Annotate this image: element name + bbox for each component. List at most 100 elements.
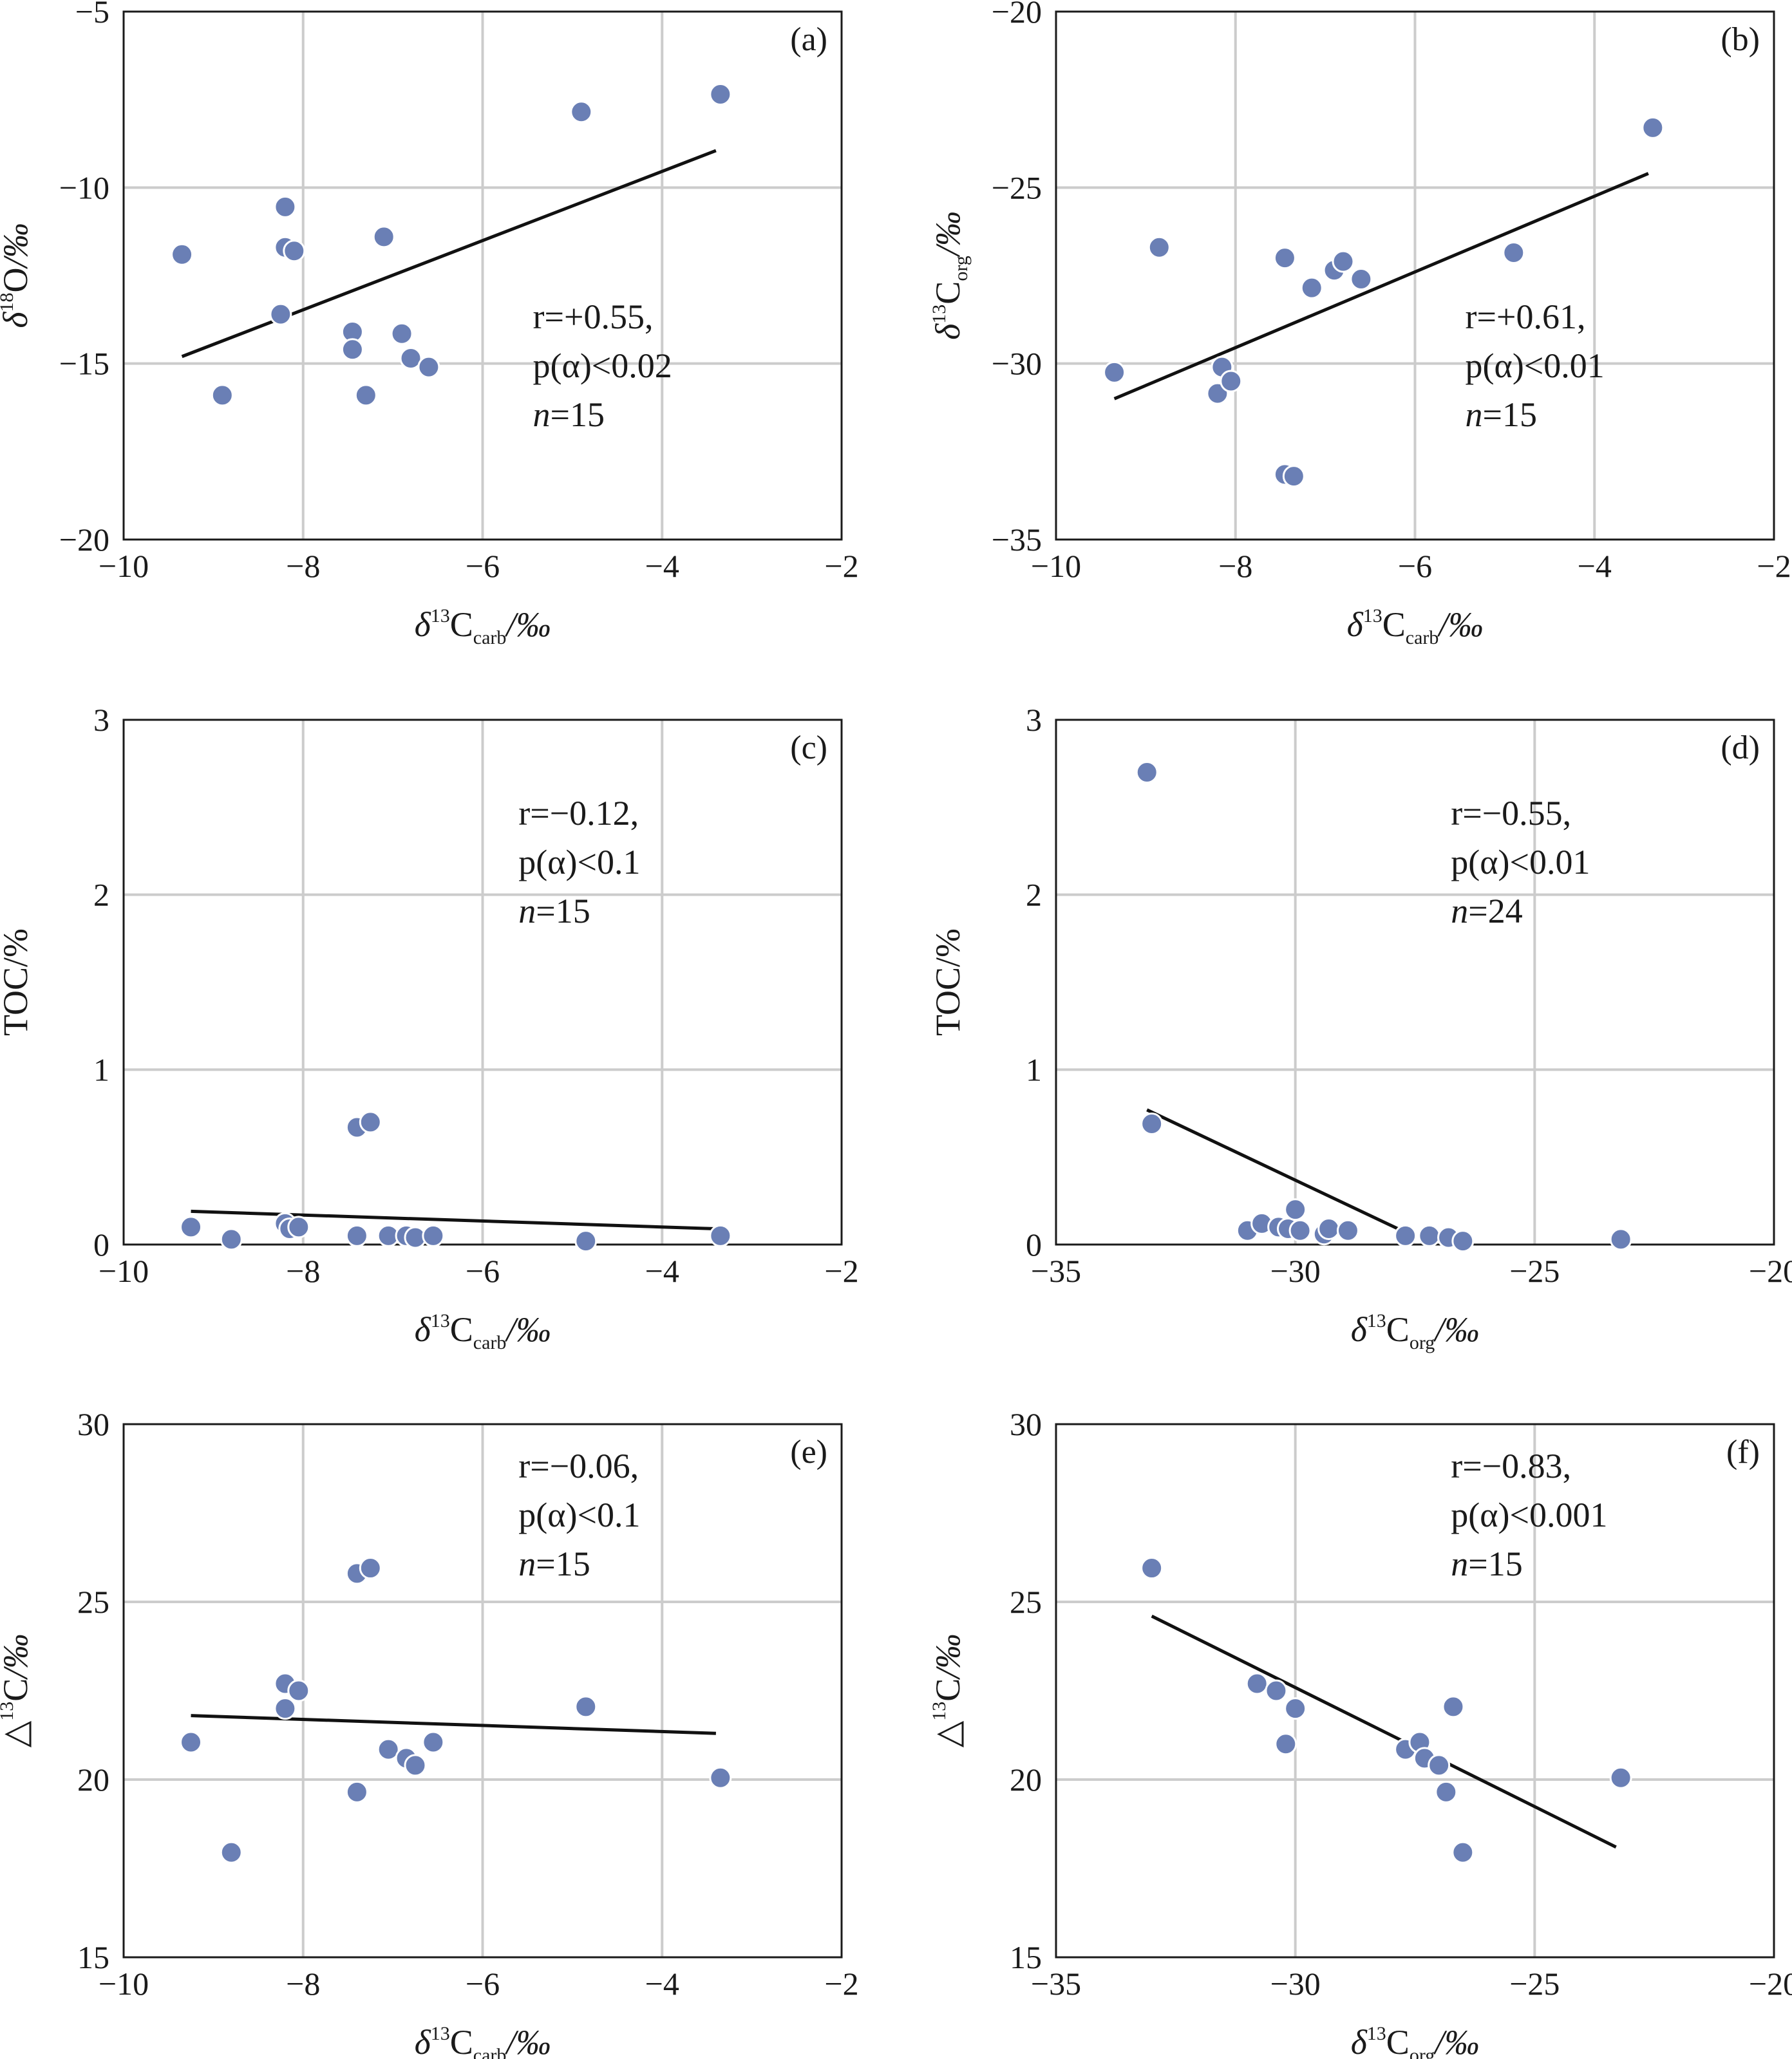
x-axis-label-post: /‰ [504, 2023, 551, 2059]
stats-annotation: r=+0.55, p(α)<0.02 n=15 [533, 297, 672, 434]
data-point [283, 240, 306, 263]
x-tick-label: −30 [1270, 1253, 1321, 1289]
y-axis-label-main: C [929, 1678, 967, 1702]
y-axis-label: δ18O/‰ [0, 223, 35, 328]
data-point [372, 225, 395, 249]
y-axis-label-sup: 13 [929, 1702, 950, 1721]
data-point [274, 1697, 297, 1720]
data-point [709, 1766, 732, 1789]
y-tick-label: 3 [93, 702, 109, 738]
y-axis-label: TOC/% [0, 928, 35, 1036]
x-tick-label: −2 [824, 1253, 858, 1289]
x-axis-label: δ13Ccarb/‰ [415, 605, 551, 648]
x-tick-label: −6 [466, 1966, 500, 2002]
x-tick-label: −2 [1757, 548, 1791, 584]
data-point [1502, 241, 1525, 264]
data-point [1284, 1697, 1307, 1720]
y-tick-label: 20 [77, 1762, 109, 1798]
y-axis-label-sup: 18 [0, 292, 17, 312]
data-point [220, 1841, 243, 1864]
stat-n-symbol: n [1451, 1545, 1468, 1583]
stat-n-value: =15 [551, 395, 605, 434]
trendline [181, 149, 717, 359]
data-point [180, 1731, 203, 1754]
x-tick-label: −2 [824, 548, 858, 584]
y-axis-label: △13C/‰ [0, 1634, 35, 1748]
y-axis-label-main: O [0, 267, 35, 292]
data-point [709, 82, 732, 106]
plot-frame [1055, 719, 1775, 1246]
data-point [570, 100, 593, 124]
x-axis-label-post: /‰ [504, 1310, 551, 1349]
stat-r: r=+0.61, [1466, 297, 1586, 336]
stat-n: n=15 [518, 892, 590, 930]
y-tick-label: −15 [59, 346, 109, 382]
stat-n: n=15 [518, 1545, 590, 1583]
data-point [399, 346, 422, 370]
x-tick-label: −20 [1749, 1253, 1792, 1289]
x-axis-label: δ13Ccarb/‰ [415, 2023, 551, 2059]
stats-annotation: r=−0.83, p(α)<0.001 n=15 [1451, 1447, 1607, 1583]
data-point [1140, 1113, 1164, 1136]
stat-n: n=15 [1451, 1545, 1522, 1583]
data-point [1442, 1695, 1465, 1718]
data-point [1245, 1672, 1269, 1695]
x-tick-label: −25 [1509, 1253, 1560, 1289]
data-point [1609, 1228, 1632, 1251]
stat-n: n=15 [533, 395, 605, 434]
data-point [1288, 1219, 1312, 1242]
panel-e: −10 −8 −6 −4 −215202530δ13Ccarb/‰△13C/‰(e)r=… [0, 1406, 859, 2059]
x-tick-label: −35 [1031, 1253, 1081, 1289]
y-axis-label-main: TOC/% [929, 928, 967, 1036]
x-axis-label-main: C [450, 1310, 473, 1349]
y-tick-label: 2 [1026, 877, 1042, 913]
x-tick-label: −4 [645, 548, 679, 584]
stat-p: p(α)<0.1 [518, 843, 640, 881]
data-point [1451, 1841, 1475, 1864]
data-point [390, 322, 413, 345]
x-axis-label-sub: carb [473, 1332, 507, 1353]
x-tick-label: −30 [1270, 1966, 1321, 2002]
x-tick-label: −35 [1031, 1966, 1081, 2002]
trendline [1151, 1614, 1617, 1849]
x-tick-label: −4 [645, 1966, 679, 2002]
stat-p: p(α)<0.001 [1451, 1496, 1607, 1534]
x-axis-label-pre: δ [1347, 605, 1364, 644]
panel-label: (a) [790, 21, 827, 58]
panel-label: (d) [1721, 729, 1760, 766]
data-point [417, 355, 440, 379]
panel-a: −10 −8 −6 −4 −2−20−15−10−5δ13Ccarb/‰δ18O/‰(a… [0, 0, 859, 648]
x-axis-label-sup: 13 [1367, 1310, 1386, 1331]
data-point [574, 1230, 598, 1253]
x-axis-label: δ13Ccarb/‰ [1347, 605, 1484, 648]
stat-n-value: =15 [536, 1545, 590, 1583]
x-axis-label: δ13Ccarb/‰ [415, 1310, 551, 1353]
panel-label: (c) [790, 729, 827, 766]
data-point [1394, 1224, 1417, 1247]
stat-n-value: =24 [1468, 892, 1522, 930]
stat-r: r=−0.06, [518, 1447, 639, 1485]
x-axis-label-sup: 13 [1367, 2023, 1386, 2044]
x-axis-label: δ13Corg/‰ [1351, 2023, 1480, 2059]
y-axis-label-pre: △ [0, 1720, 35, 1747]
stat-p: p(α)<0.01 [1451, 843, 1590, 881]
x-tick-label: −2 [824, 1966, 858, 2002]
y-axis-label-pre: δ [0, 312, 35, 328]
trendline [1113, 172, 1649, 400]
y-tick-label: 15 [77, 1939, 109, 1975]
y-tick-label: −5 [75, 0, 109, 30]
data-point [1428, 1754, 1451, 1777]
data-point [1147, 236, 1171, 259]
x-tick-label: −10 [99, 1253, 149, 1289]
y-tick-label: 30 [77, 1406, 109, 1442]
data-point [287, 1679, 310, 1702]
stat-n-value: =15 [536, 892, 590, 930]
y-tick-label: 25 [1010, 1584, 1042, 1620]
data-point [274, 195, 297, 218]
y-tick-label: −20 [59, 522, 109, 558]
data-point [171, 243, 194, 266]
y-axis-label-pre: δ [929, 323, 967, 340]
y-axis-label: △13C/‰ [929, 1634, 967, 1748]
data-point [354, 384, 377, 407]
